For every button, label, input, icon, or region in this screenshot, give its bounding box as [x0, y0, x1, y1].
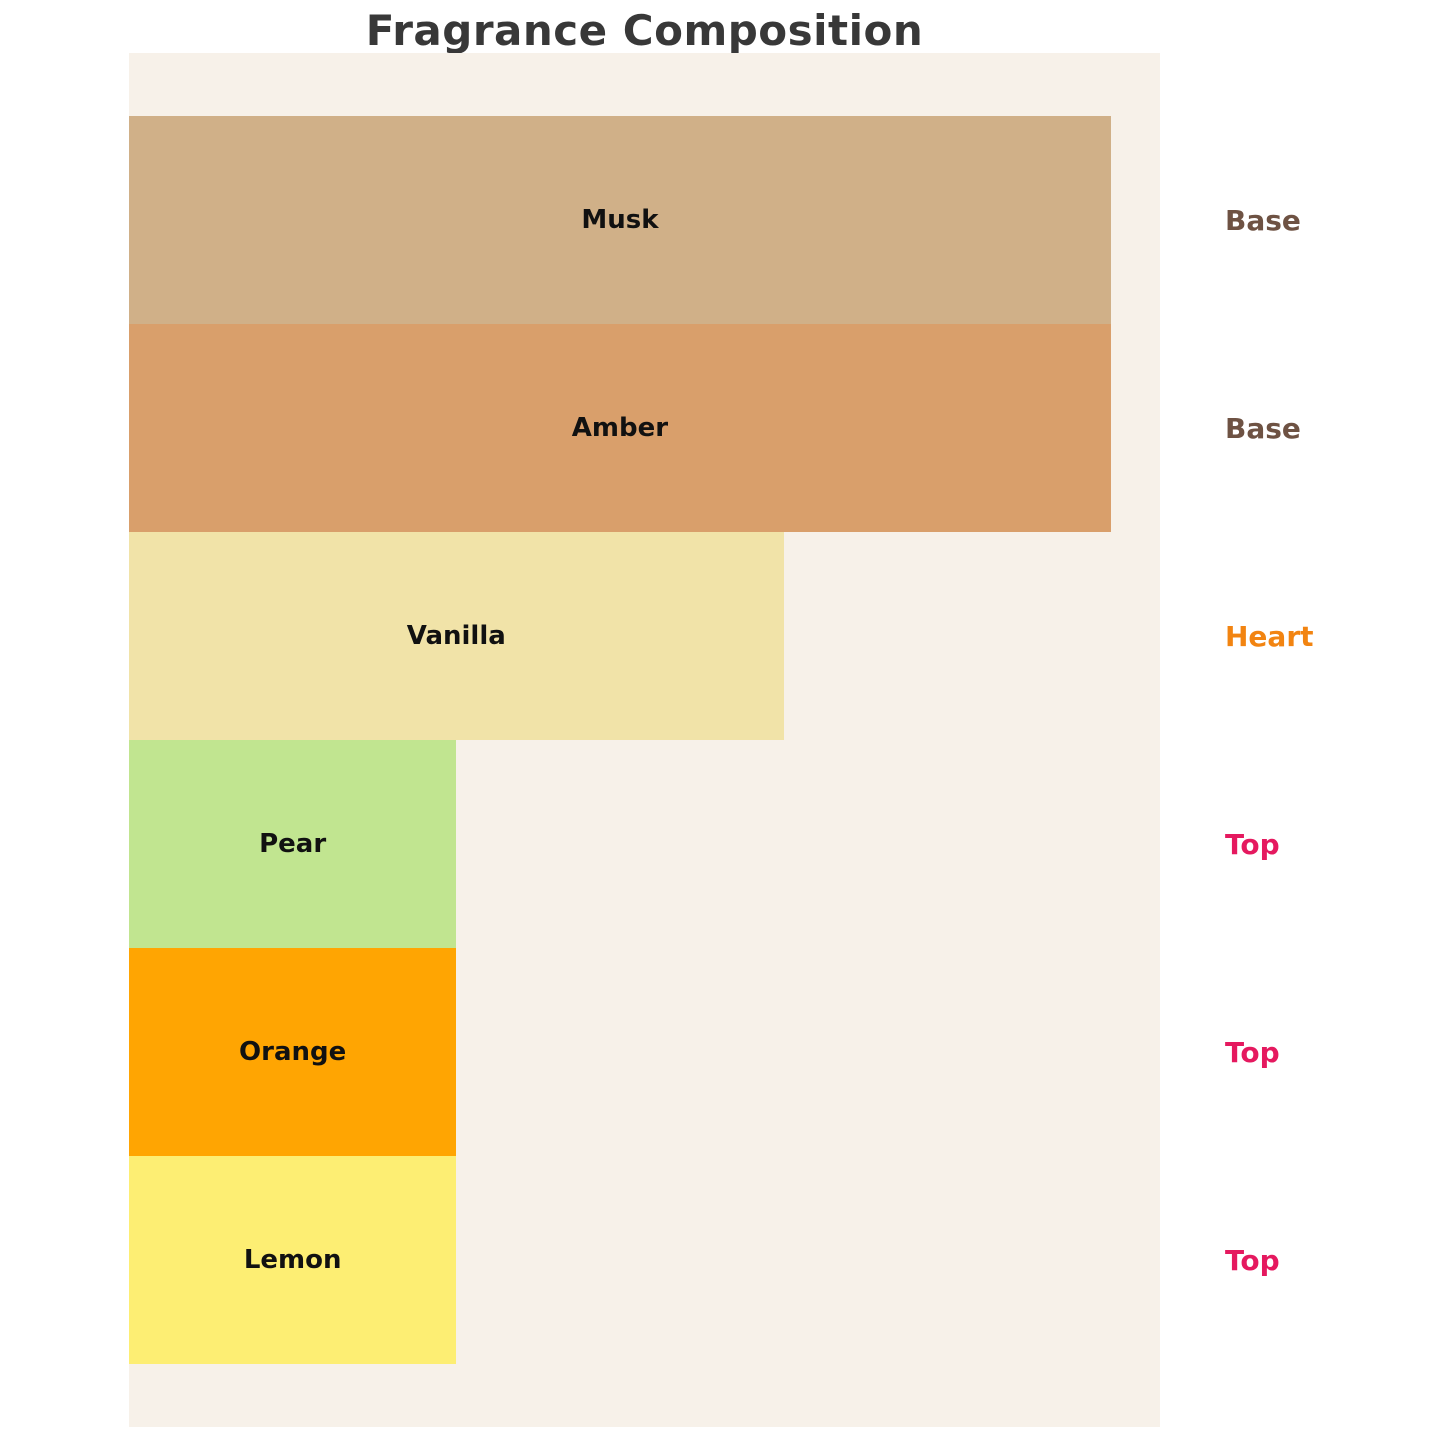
note-label-base-musk: Base — [1225, 203, 1301, 237]
note-label-top-pear: Top — [1225, 827, 1280, 861]
plot-area: Musk Amber Vanilla Pear Oran — [129, 53, 1160, 1427]
bar-row-orange: Orange — [129, 948, 1160, 1156]
bar-orange: Orange — [129, 948, 457, 1156]
bar-label-vanilla: Vanilla — [406, 621, 506, 651]
bar-row-amber: Amber — [129, 324, 1160, 532]
note-column: Base Base Heart Top Top Top — [1225, 116, 1314, 1364]
bar-label-musk: Musk — [581, 205, 659, 235]
bar-group: Musk Amber Vanilla Pear Oran — [129, 116, 1160, 1364]
bar-row-lemon: Lemon — [129, 1156, 1160, 1364]
bar-label-amber: Amber — [571, 413, 669, 443]
note-label-top-orange: Top — [1225, 1035, 1280, 1069]
bar-amber: Amber — [129, 324, 1111, 532]
bar-label-orange: Orange — [239, 1037, 347, 1067]
bar-musk: Musk — [129, 116, 1111, 324]
bar-row-vanilla: Vanilla — [129, 532, 1160, 740]
bar-label-pear: Pear — [259, 829, 327, 859]
bar-lemon: Lemon — [129, 1156, 457, 1364]
bar-row-musk: Musk — [129, 116, 1160, 324]
bar-pear: Pear — [129, 740, 457, 948]
note-label-heart-vanilla: Heart — [1225, 619, 1314, 653]
note-label-top-lemon: Top — [1225, 1243, 1280, 1277]
bar-vanilla: Vanilla — [129, 532, 784, 740]
chart-title: Fragrance Composition — [365, 6, 924, 55]
note-label-base-amber: Base — [1225, 411, 1301, 445]
bar-label-lemon: Lemon — [243, 1245, 342, 1275]
bar-row-pear: Pear — [129, 740, 1160, 948]
